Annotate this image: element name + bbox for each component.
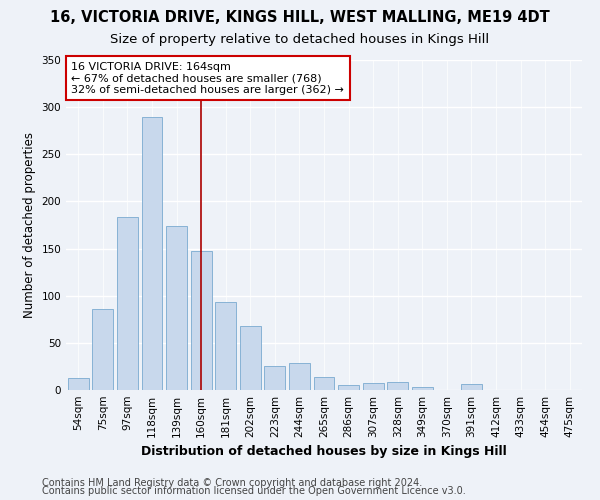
- Bar: [142, 116, 163, 390]
- Bar: [68, 378, 89, 390]
- Bar: [265, 366, 286, 390]
- Bar: [461, 384, 482, 390]
- Bar: [92, 309, 113, 390]
- Bar: [240, 326, 261, 390]
- Bar: [117, 216, 138, 390]
- Text: Contains public sector information licensed under the Open Government Licence v3: Contains public sector information licen…: [42, 486, 466, 496]
- X-axis label: Distribution of detached houses by size in Kings Hill: Distribution of detached houses by size …: [141, 446, 507, 458]
- Text: Size of property relative to detached houses in Kings Hill: Size of property relative to detached ho…: [110, 32, 490, 46]
- Text: 16, VICTORIA DRIVE, KINGS HILL, WEST MALLING, ME19 4DT: 16, VICTORIA DRIVE, KINGS HILL, WEST MAL…: [50, 10, 550, 25]
- Bar: [314, 377, 334, 390]
- Text: 16 VICTORIA DRIVE: 164sqm
← 67% of detached houses are smaller (768)
32% of semi: 16 VICTORIA DRIVE: 164sqm ← 67% of detac…: [71, 62, 344, 95]
- Bar: [166, 226, 187, 390]
- Bar: [289, 362, 310, 390]
- Text: Contains HM Land Registry data © Crown copyright and database right 2024.: Contains HM Land Registry data © Crown c…: [42, 478, 422, 488]
- Bar: [338, 386, 359, 390]
- Y-axis label: Number of detached properties: Number of detached properties: [23, 132, 36, 318]
- Bar: [191, 252, 212, 390]
- Bar: [362, 384, 383, 390]
- Bar: [412, 387, 433, 390]
- Bar: [387, 382, 408, 390]
- Bar: [215, 302, 236, 390]
